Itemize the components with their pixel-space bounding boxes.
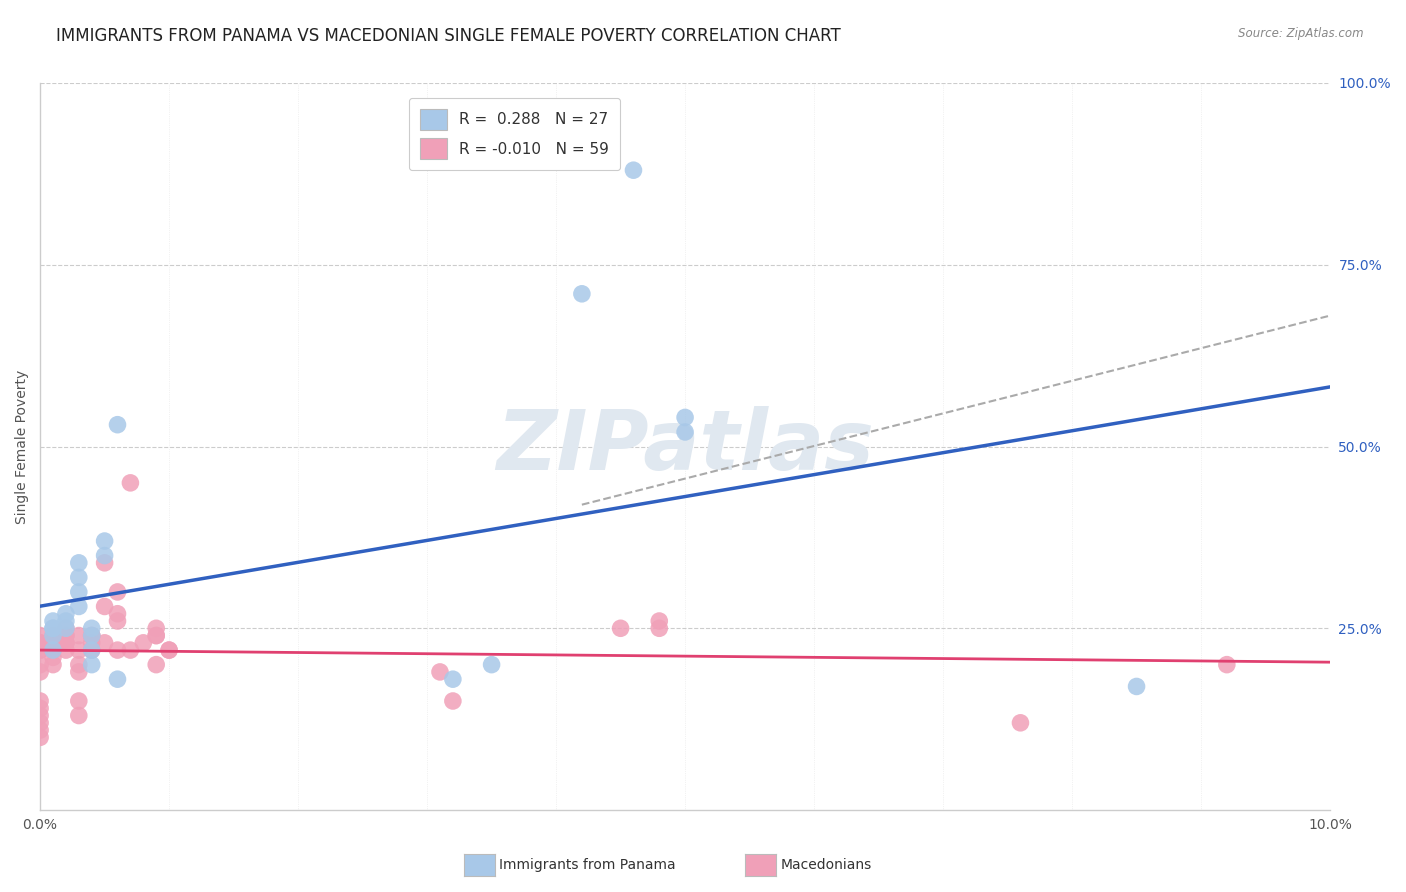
Point: [30, 643, 52, 657]
Point: [107, 643, 129, 657]
Point: [145, 629, 167, 643]
Point: [80, 657, 103, 672]
Point: [42, 643, 65, 657]
Point: [67, 556, 90, 570]
Point: [30, 657, 52, 672]
Point: [55, 621, 77, 635]
Point: [648, 614, 671, 628]
Point: [55, 614, 77, 628]
Point: [80, 636, 103, 650]
Point: [42, 614, 65, 628]
Text: Macedonians: Macedonians: [780, 858, 872, 872]
Point: [42, 636, 65, 650]
Text: IMMIGRANTS FROM PANAMA VS MACEDONIAN SINGLE FEMALE POVERTY CORRELATION CHART: IMMIGRANTS FROM PANAMA VS MACEDONIAN SIN…: [56, 27, 841, 45]
Point: [30, 715, 52, 730]
Point: [93, 556, 115, 570]
Point: [30, 665, 52, 679]
Point: [67, 629, 90, 643]
Point: [1216, 657, 1239, 672]
Point: [42, 629, 65, 643]
Point: [80, 643, 103, 657]
Point: [93, 636, 115, 650]
Point: [80, 629, 103, 643]
Point: [30, 643, 52, 657]
Point: [93, 599, 115, 614]
Point: [67, 643, 90, 657]
Point: [55, 643, 77, 657]
Point: [55, 621, 77, 635]
Text: Immigrants from Panama: Immigrants from Panama: [499, 858, 676, 872]
Point: [120, 643, 142, 657]
Point: [80, 621, 103, 635]
Point: [157, 643, 180, 657]
Y-axis label: Single Female Poverty: Single Female Poverty: [15, 369, 30, 524]
Point: [67, 570, 90, 584]
Point: [441, 672, 464, 686]
Point: [120, 475, 142, 490]
Point: [55, 636, 77, 650]
Point: [42, 650, 65, 665]
Point: [42, 636, 65, 650]
Point: [30, 701, 52, 715]
Point: [107, 672, 129, 686]
Point: [67, 694, 90, 708]
Text: ZIPatlas: ZIPatlas: [496, 406, 875, 487]
Point: [107, 614, 129, 628]
Point: [30, 636, 52, 650]
Point: [67, 657, 90, 672]
Point: [145, 629, 167, 643]
Point: [80, 629, 103, 643]
Point: [145, 621, 167, 635]
Point: [30, 708, 52, 723]
Point: [429, 665, 451, 679]
Point: [673, 425, 696, 439]
Legend: R =  0.288   N = 27, R = -0.010   N = 59: R = 0.288 N = 27, R = -0.010 N = 59: [409, 98, 620, 170]
Point: [55, 607, 77, 621]
Point: [93, 549, 115, 563]
Point: [481, 657, 503, 672]
Point: [42, 643, 65, 657]
Point: [42, 657, 65, 672]
Text: Source: ZipAtlas.com: Source: ZipAtlas.com: [1239, 27, 1364, 40]
Point: [441, 694, 464, 708]
Point: [648, 621, 671, 635]
Point: [67, 665, 90, 679]
Point: [80, 629, 103, 643]
Point: [673, 410, 696, 425]
Point: [30, 731, 52, 745]
Point: [80, 643, 103, 657]
Point: [67, 599, 90, 614]
Point: [107, 585, 129, 599]
Point: [609, 621, 631, 635]
Point: [42, 629, 65, 643]
Point: [1125, 680, 1147, 694]
Point: [55, 629, 77, 643]
Point: [30, 694, 52, 708]
Point: [93, 534, 115, 549]
Point: [1010, 715, 1032, 730]
Point: [55, 636, 77, 650]
Point: [132, 636, 155, 650]
Point: [55, 629, 77, 643]
Point: [67, 585, 90, 599]
Point: [145, 657, 167, 672]
Point: [107, 417, 129, 432]
Point: [30, 636, 52, 650]
Point: [107, 607, 129, 621]
Point: [67, 708, 90, 723]
Point: [571, 286, 593, 301]
Point: [623, 163, 645, 178]
Point: [42, 621, 65, 635]
Point: [30, 629, 52, 643]
Point: [42, 621, 65, 635]
Point: [42, 643, 65, 657]
Point: [157, 643, 180, 657]
Point: [30, 723, 52, 737]
